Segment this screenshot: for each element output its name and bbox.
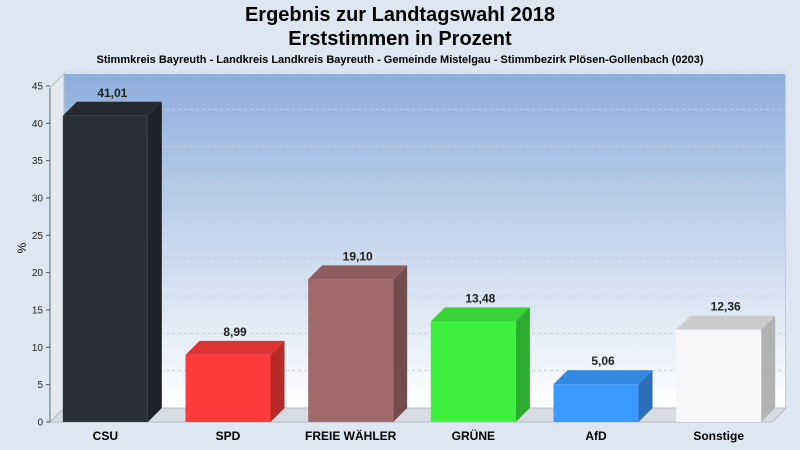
y-tick-label: 15 xyxy=(32,306,44,317)
plot-background xyxy=(64,74,786,408)
bar-side xyxy=(638,370,653,422)
bar-side xyxy=(270,340,285,422)
bar-side xyxy=(761,315,776,422)
bar-top xyxy=(185,340,285,355)
y-tick-label: 45 xyxy=(32,82,44,93)
bar-front xyxy=(553,384,639,422)
chart-subtitle: Erststimmen in Prozent xyxy=(288,28,512,50)
x-tick-label: CSU xyxy=(93,429,118,443)
y-axis-label: % xyxy=(15,242,29,253)
data-label: 12,36 xyxy=(711,300,741,314)
data-label: 19,10 xyxy=(343,249,373,263)
bar-front xyxy=(62,115,148,423)
plot-side-wall xyxy=(49,72,65,424)
bar-grüne xyxy=(430,307,530,422)
y-tick-label: 40 xyxy=(32,119,44,130)
y-tick-label: 5 xyxy=(37,380,43,391)
data-label: 8,99 xyxy=(223,325,247,339)
bar-spd xyxy=(185,340,285,422)
bar-side xyxy=(393,265,408,422)
plot-frame xyxy=(785,74,786,408)
bar-side xyxy=(515,307,530,422)
data-label: 13,48 xyxy=(465,291,495,305)
x-tick-label: FREIE WÄHLER xyxy=(305,428,397,443)
bar-csu xyxy=(62,101,162,423)
y-tick-label: 30 xyxy=(32,194,44,205)
bar-front xyxy=(430,321,516,422)
bar-top xyxy=(553,370,653,385)
bar-top xyxy=(676,315,776,330)
bar-top xyxy=(430,307,530,322)
plot-floor xyxy=(48,407,788,423)
bar-front xyxy=(185,354,271,422)
y-tick-label: 20 xyxy=(32,268,44,279)
chart-title: Ergebnis zur Landtagswahl 2018 xyxy=(244,4,556,26)
x-tick-label: GRÜNE xyxy=(452,428,495,443)
data-label: 41,01 xyxy=(97,86,127,100)
bar-top xyxy=(308,265,408,280)
chart-district-caption: Stimmkreis Bayreuth - Landkreis Landkrei… xyxy=(96,54,704,66)
y-tick-label: 25 xyxy=(32,231,44,242)
y-tick-label: 35 xyxy=(32,156,44,167)
bar-sonstige xyxy=(676,315,776,422)
y-tick-label: 10 xyxy=(32,343,44,354)
bar-side xyxy=(147,101,162,423)
data-label: 5,06 xyxy=(591,354,615,368)
bar-top xyxy=(62,101,162,116)
x-tick-label: Sonstige xyxy=(693,429,744,443)
bar-front xyxy=(676,329,762,422)
y-tick-label: 0 xyxy=(37,418,43,429)
bar-front xyxy=(308,279,394,422)
x-tick-label: SPD xyxy=(216,429,241,443)
bar-freie-wähler xyxy=(308,265,408,422)
x-tick-label: AfD xyxy=(585,429,607,443)
bar-afd xyxy=(553,370,653,422)
